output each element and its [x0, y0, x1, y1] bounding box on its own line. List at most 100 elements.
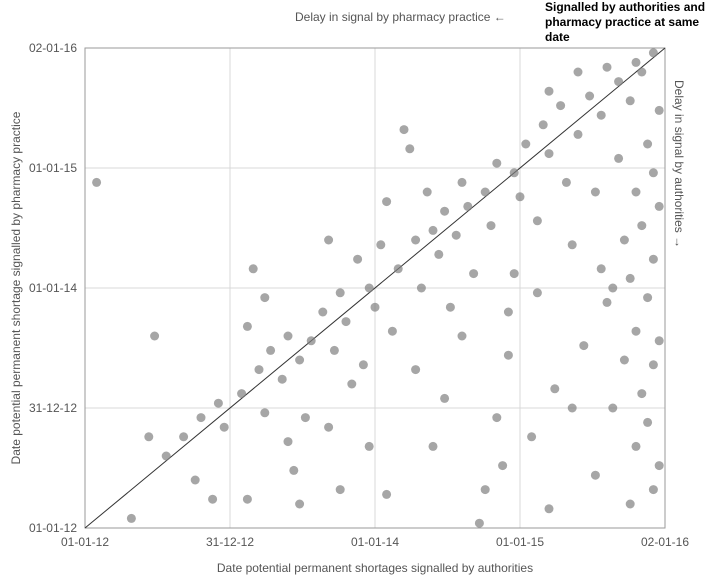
data-point	[498, 461, 507, 470]
data-point	[603, 298, 612, 307]
data-point	[562, 178, 571, 187]
data-point	[92, 178, 101, 187]
data-point	[556, 101, 565, 110]
data-point	[492, 413, 501, 422]
data-point	[243, 495, 252, 504]
data-point	[626, 274, 635, 283]
annotation-same-date: Signalled by authorities and pharmacy pr…	[545, 0, 710, 45]
data-point	[162, 452, 171, 461]
data-point	[255, 365, 264, 374]
data-point	[591, 188, 600, 197]
data-point	[574, 68, 583, 77]
data-point	[614, 77, 623, 86]
data-point	[452, 231, 461, 240]
data-point	[284, 332, 293, 341]
data-point	[632, 327, 641, 336]
data-point	[318, 308, 327, 317]
data-point	[632, 188, 641, 197]
data-point	[620, 236, 629, 245]
data-point	[510, 168, 519, 177]
data-point	[632, 442, 641, 451]
data-point	[608, 404, 617, 413]
data-point	[214, 399, 223, 408]
data-point	[492, 159, 501, 168]
data-point	[510, 269, 519, 278]
x-tick-label: 31-12-12	[206, 535, 254, 549]
data-point	[458, 178, 467, 187]
data-point	[643, 418, 652, 427]
data-point	[620, 356, 629, 365]
data-point	[243, 322, 252, 331]
data-point	[446, 303, 455, 312]
data-point	[649, 485, 658, 494]
data-point	[481, 485, 490, 494]
data-point	[487, 221, 496, 230]
data-point	[382, 490, 391, 499]
x-tick-label: 01-01-14	[351, 535, 399, 549]
y-tick-label: 02-01-16	[29, 41, 77, 55]
y-tick-label: 01-01-14	[29, 281, 77, 295]
data-point	[545, 504, 554, 513]
data-point	[568, 404, 577, 413]
data-point	[626, 500, 635, 509]
data-point	[550, 384, 559, 393]
data-point	[284, 437, 293, 446]
y-tick-label: 01-01-15	[29, 161, 77, 175]
data-point	[643, 293, 652, 302]
data-point	[649, 168, 658, 177]
data-point	[655, 461, 664, 470]
data-point	[423, 188, 432, 197]
data-point	[260, 408, 269, 417]
data-point	[608, 284, 617, 293]
data-point	[382, 197, 391, 206]
x-tick-label: 01-01-15	[496, 535, 544, 549]
data-point	[179, 432, 188, 441]
data-point	[463, 202, 472, 211]
x-tick-label: 01-01-12	[61, 535, 109, 549]
data-point	[353, 255, 362, 264]
data-point	[237, 389, 246, 398]
data-point	[301, 413, 310, 422]
data-point	[324, 236, 333, 245]
data-point	[475, 519, 484, 528]
y-axis-label: Date potential permanent shortage signal…	[9, 111, 23, 464]
data-point	[330, 346, 339, 355]
y-tick-label: 01-01-12	[29, 521, 77, 535]
data-point	[533, 288, 542, 297]
data-point	[655, 106, 664, 115]
data-point	[637, 389, 646, 398]
data-point	[388, 327, 397, 336]
data-point	[458, 332, 467, 341]
data-point	[371, 303, 380, 312]
data-point	[417, 284, 426, 293]
data-point	[336, 485, 345, 494]
data-point	[266, 346, 275, 355]
data-point	[342, 317, 351, 326]
data-point	[307, 336, 316, 345]
data-point	[516, 192, 525, 201]
data-point	[429, 442, 438, 451]
x-tick-label: 02-01-16	[641, 535, 689, 549]
data-point	[440, 207, 449, 216]
data-point	[481, 188, 490, 197]
data-point	[411, 365, 420, 374]
data-point	[626, 96, 635, 105]
data-point	[347, 380, 356, 389]
data-point	[637, 221, 646, 230]
data-point	[545, 87, 554, 96]
data-point	[144, 432, 153, 441]
data-point	[637, 68, 646, 77]
data-point	[394, 264, 403, 273]
data-point	[591, 471, 600, 480]
data-point	[655, 202, 664, 211]
data-point	[249, 264, 258, 273]
x-axis-label: Date potential permanent shortages signa…	[217, 561, 533, 575]
data-point	[632, 58, 641, 67]
data-point	[533, 216, 542, 225]
data-point	[568, 240, 577, 249]
data-point	[603, 63, 612, 72]
chart-container: { "chart": { "type": "scatter", "backgro…	[0, 0, 715, 584]
data-point	[579, 341, 588, 350]
data-point	[324, 423, 333, 432]
data-point	[336, 288, 345, 297]
